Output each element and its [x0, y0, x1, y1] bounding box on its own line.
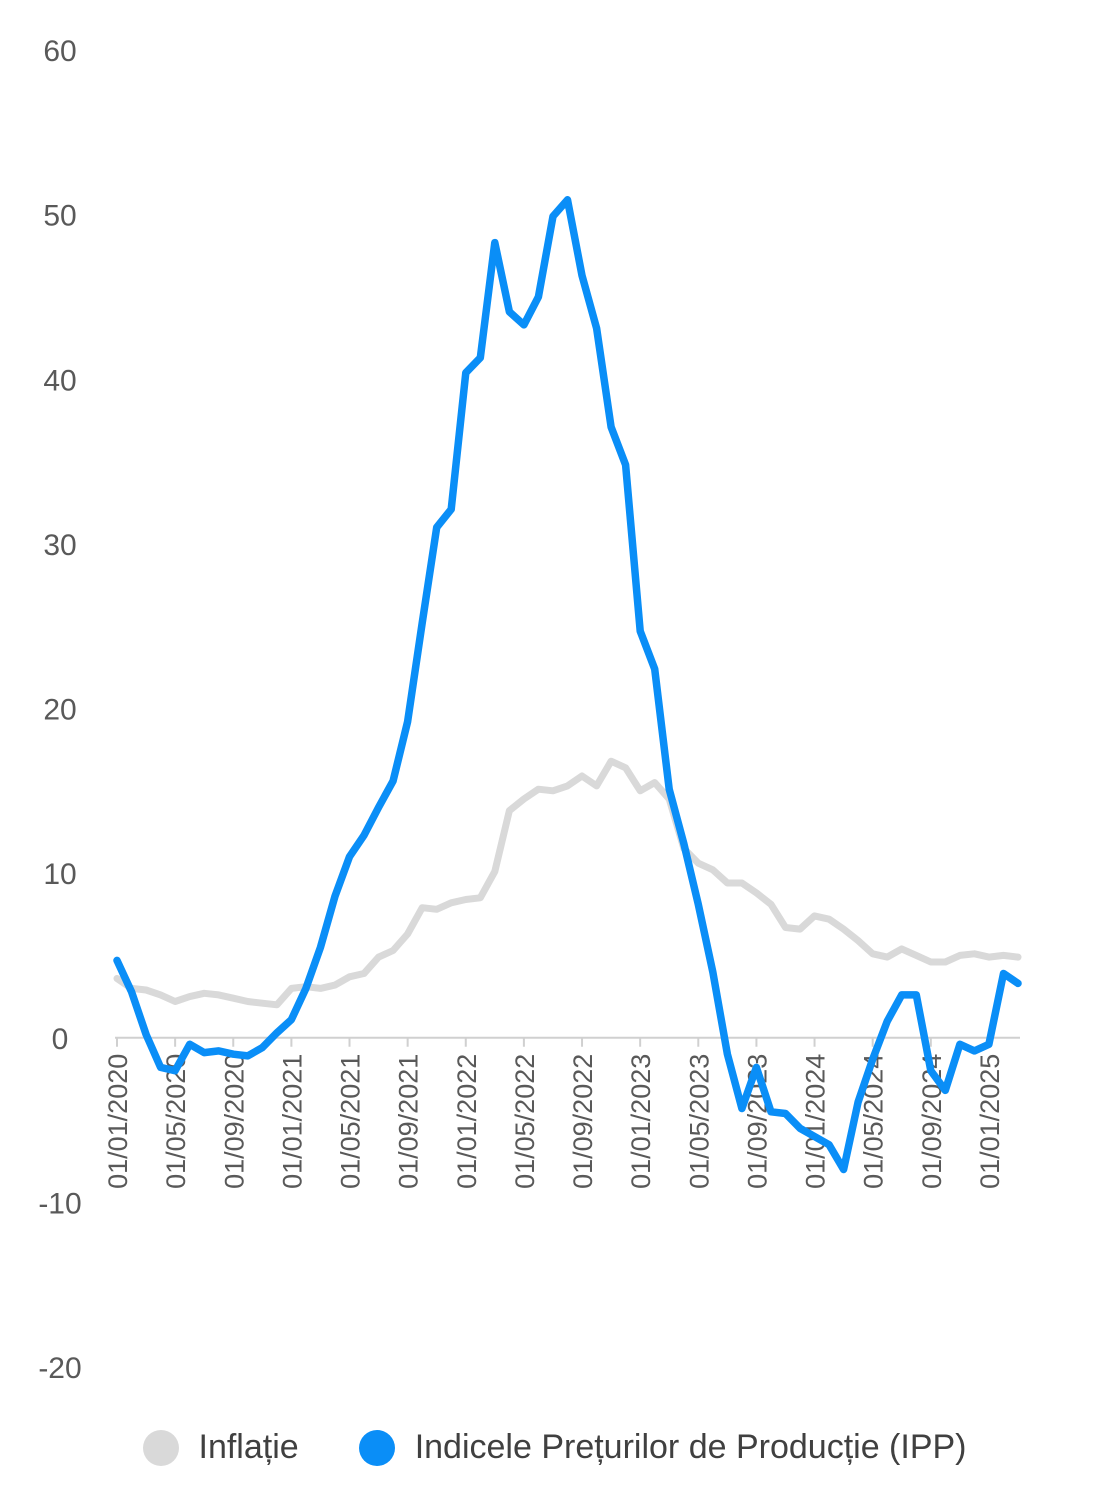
y-tick-label: 20: [43, 694, 76, 727]
line-chart: 60 50 40 30 20 10 0 -10 -20 01/01/2020 01/05/2020…: [38, 35, 1022, 1385]
x-tick-label: 01/01/2024: [801, 1054, 831, 1189]
x-tick-label: 01/05/2024: [859, 1054, 889, 1189]
y-tick-label: 0: [52, 1023, 69, 1056]
x-tick-label: 01/05/2021: [336, 1054, 366, 1189]
y-tick-label: 30: [43, 529, 76, 562]
x-tick-label: 01/05/2022: [510, 1054, 540, 1189]
y-tick-label: 50: [43, 200, 76, 233]
x-tick-label: 01/01/2023: [626, 1054, 656, 1189]
x-tick-label: 01/01/2021: [277, 1054, 307, 1189]
series-line-ipp: [113, 196, 1022, 1174]
series-line-inflation: [113, 757, 1022, 1009]
y-tick-label: 60: [43, 35, 76, 68]
legend-item-ipp: Indicele Prețurilor de Producție (IPP): [358, 1428, 967, 1467]
x-tick-label: 01/05/2023: [684, 1054, 714, 1189]
y-tick-label: 40: [43, 364, 76, 397]
legend-marker-ipp: [358, 1429, 395, 1466]
legend-label-inflation: Inflație: [198, 1428, 299, 1466]
legend-item-inflation: Inflație: [142, 1428, 299, 1467]
legend-label-ipp: Indicele Prețurilor de Producție (IPP): [414, 1428, 967, 1466]
x-tick-label: 01/01/2025: [975, 1054, 1005, 1189]
x-tick-label: 01/09/2022: [568, 1054, 598, 1189]
x-tick-label: 01/01/2020: [103, 1054, 133, 1189]
legend-marker-inflation: [142, 1429, 179, 1466]
x-tick-label: 01/09/2021: [394, 1054, 424, 1189]
x-tick-label: 01/01/2022: [452, 1054, 482, 1189]
legend: Inflație Indicele Prețurilor de Producți…: [0, 1428, 1109, 1467]
y-tick-label: 10: [43, 858, 76, 891]
x-tick-label: 01/09/2020: [219, 1054, 249, 1189]
x-tick-label: 01/05/2020: [161, 1054, 191, 1189]
y-tick-label: -20: [38, 1352, 81, 1385]
y-tick-label: -10: [38, 1187, 81, 1220]
